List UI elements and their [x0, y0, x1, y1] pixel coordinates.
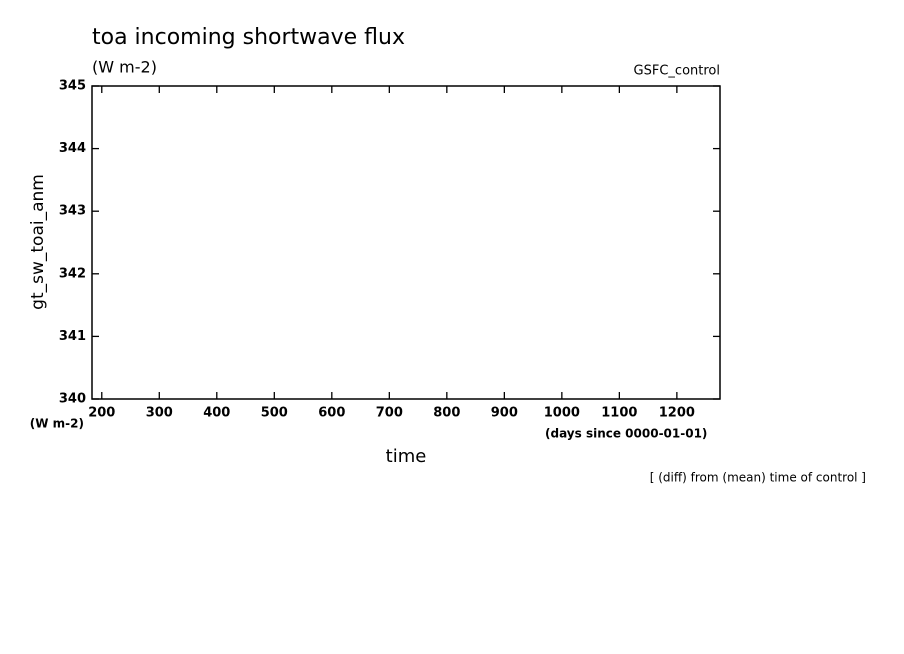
x-tick-label: 1000	[544, 406, 580, 421]
x-tick-label: 600	[318, 406, 345, 421]
x-tick-label: 800	[433, 406, 460, 421]
x-axis-label: time	[386, 446, 427, 467]
run-label: GSFC_control	[634, 64, 720, 79]
y-tick-label: 340	[59, 392, 86, 407]
y-tick-label: 344	[59, 141, 86, 156]
x-unit: (days since 0000-01-01)	[545, 427, 707, 441]
chart-title: toa incoming shortwave flux	[92, 25, 405, 50]
y-tick-label: 345	[59, 79, 86, 94]
chart-subtitle: (W m-2)	[92, 58, 157, 77]
footnote: [ (diff) from (mean) time of control ]	[650, 471, 866, 485]
x-tick-label: 500	[261, 406, 288, 421]
x-tick-label: 200	[88, 406, 115, 421]
y-tick-label: 342	[59, 266, 86, 281]
plot-frame	[91, 85, 721, 400]
x-tick-label: 400	[203, 406, 230, 421]
y-tick-label: 341	[59, 329, 86, 344]
x-tick-label: 1100	[601, 406, 637, 421]
x-tick-label: 900	[491, 406, 518, 421]
x-tick-label: 1200	[659, 406, 695, 421]
y-tick-label: 343	[59, 204, 86, 219]
x-tick-label: 700	[376, 406, 403, 421]
x-tick-label: 300	[146, 406, 173, 421]
y-axis-label: gt_sw_toai_anm	[28, 174, 48, 310]
y-unit: (W m-2)	[30, 417, 84, 431]
